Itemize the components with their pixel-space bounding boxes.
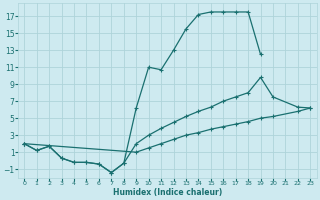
- X-axis label: Humidex (Indice chaleur): Humidex (Indice chaleur): [113, 188, 222, 197]
